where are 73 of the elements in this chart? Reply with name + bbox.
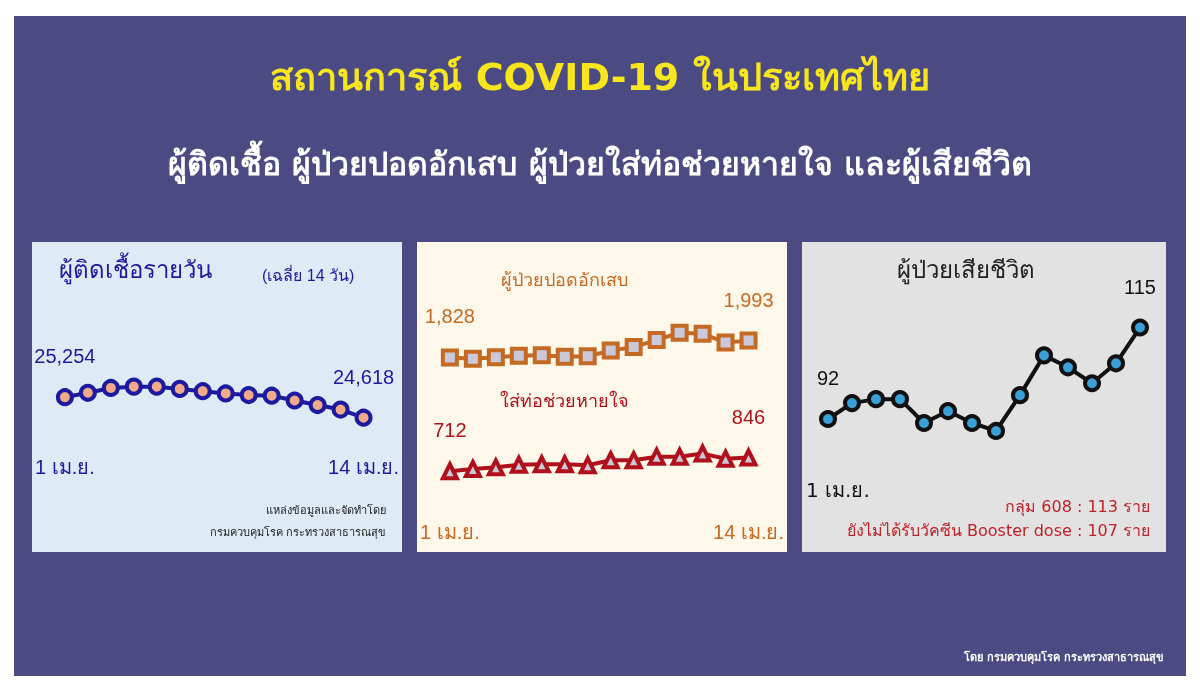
text: ใส่ท่อช่วยหายใจ [500,390,630,412]
point [78,383,97,402]
data-label: 1,828 [424,305,475,328]
data-label: 24,618 [332,365,395,388]
point [462,457,483,478]
point [55,388,74,407]
point [308,396,327,415]
point [532,346,551,365]
chart-title: ผู้ติดเชื้อรายวัน [59,251,212,285]
point [1107,354,1125,373]
point [624,338,643,357]
data-label: 25,254 [34,345,96,368]
point [124,377,143,396]
point [1059,358,1077,377]
point [891,390,909,409]
point [285,391,304,410]
point [601,341,620,360]
text: กลุ่ม 608 : 113 ราย [1005,496,1150,517]
point [170,379,189,398]
data-label: 115 [1124,275,1156,298]
point [486,458,505,477]
point [262,386,281,405]
point [1011,386,1029,405]
text: สถานการณ์ COVID-19 ในประเทศไทย [269,54,931,101]
point [193,382,212,401]
point [715,447,736,468]
text: 1 เม.ย. [806,478,870,502]
point [669,445,690,466]
chart-subtitle: (เฉลี่ย 14 วัน) [262,263,355,284]
point [331,400,350,419]
data-label: 712 [433,419,467,442]
point [1035,346,1053,365]
point [440,348,459,367]
point [216,384,235,403]
point [486,348,505,367]
point [578,347,597,366]
text: ผู้ติดเชื้อ ผู้ป่วยปอดอักเสบ ผู้ป่วยใส่ท่อช่วยหายใจ และผู้เสียชีวิต [167,139,1033,186]
x-tick-label: 14 เม.ย. [713,521,784,543]
point [693,324,712,343]
point [670,323,689,342]
point [692,442,713,463]
point [867,390,885,409]
point [915,414,933,432]
point [819,410,837,429]
point [1083,374,1101,393]
x-tick-label: 14 เม.ย. [328,456,399,478]
point [939,402,957,421]
text: กรมควบคุมโรค กระทรวงสาธารณสุข [209,525,386,539]
text: ยังไม่ได้รับวัคซีน Booster dose : 107 ราย [846,520,1151,540]
point [508,453,529,474]
point [239,386,258,405]
point [646,445,667,466]
point [509,346,528,365]
chart-title: ผู้ป่วยเสียชีวิต [897,255,1035,285]
point [963,414,981,432]
point [463,349,482,368]
text: ผู้ป่วยปอดอักเสบ [501,269,629,292]
point [354,408,373,427]
point [716,333,735,352]
data-label: 846 [731,405,766,428]
point [555,347,574,366]
point [647,330,666,349]
point [739,331,758,350]
point [147,377,166,396]
data-label: 92 [816,367,840,390]
text: โดย กรมควบคุมโรค กระทรวงสาธารณสุข [964,649,1164,666]
text: แหล่งข้อมูลและจัดทำโดย [266,503,386,517]
point [738,446,759,467]
data-label: 1,993 [723,288,774,311]
point [101,378,120,397]
point [987,421,1005,440]
point [1131,318,1149,337]
point [843,394,861,413]
